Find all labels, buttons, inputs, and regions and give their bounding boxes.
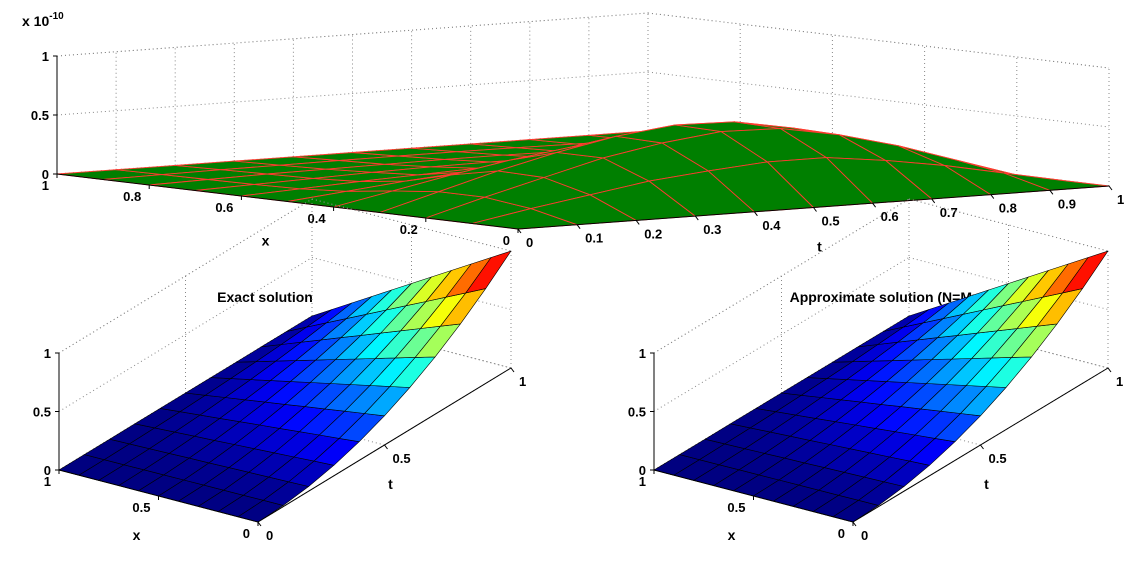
t-tick-mark [1049,190,1054,195]
t-tick-mark [576,224,581,229]
t-tick-mark [510,367,515,373]
t-axis-label: t [984,476,989,492]
x-tick-label: 0.8 [123,189,141,204]
z-tick-label: 1 [42,49,49,64]
t-tick-mark [694,215,699,221]
t-tick-mark [990,194,995,199]
t-tick-mark [813,207,817,212]
t-tick-mark [635,220,640,225]
x-tick-label: 0.4 [308,211,327,226]
t-tick-mark [754,211,758,217]
t-tick-label: 0.8 [999,201,1017,216]
approximate-solution-title: Approximate solution (N=M=10) [790,289,1001,305]
surface-patch [1062,250,1109,294]
t-tick-mark [1108,185,1113,191]
surface [58,250,512,523]
t-tick-label: 0.5 [989,451,1007,466]
t-tick-mark [517,228,522,234]
z-tick-label: 1 [44,346,51,361]
t-axis-label: t [817,239,822,255]
x-tick-label: 1 [639,474,646,489]
error-surface-plot: x 10-10 00.20.40.60.810 0.1 0.2 0.3 0.4 0.5 0.… [22,11,1124,255]
t-tick-label: 0.7 [940,205,958,220]
z-tick-label: 0.5 [31,108,49,123]
z-tick-label: 0 [42,167,49,182]
x-axis-label: x [262,233,270,249]
t-tick-label: 0.4 [762,218,781,233]
t-tick-label: 0 [266,528,273,543]
x-axis-line [56,173,519,230]
z-tick-label: 0 [44,463,51,478]
t-tick-label: 0.9 [1058,196,1076,211]
t-axis-label: t [388,476,393,492]
z-tick-label: 1 [639,346,646,361]
t-tick-label: 0.5 [393,451,411,466]
surface [653,250,1109,523]
tick-labels: 00.20.40.60.810 0.1 0.2 0.3 0.4 0.5 0.6 0.7 0.8 0… [31,49,1124,250]
surface-patch [465,250,512,294]
t-tick-label: 1 [1117,192,1124,207]
t-tick-label: 0.6 [881,209,899,224]
x-tick-label: 0.5 [132,500,150,515]
t-tick-mark [852,521,857,527]
z-tick-label: 0.5 [628,405,646,420]
t-tick-label: 1 [1116,374,1123,389]
x-tick-label: 0.5 [727,500,745,515]
t-tick-label: 1 [519,374,526,389]
t-tick-mark [1107,367,1112,373]
t-tick-label: 0.1 [585,231,603,246]
t-tick-mark [931,198,936,204]
approximate-solution-plot: Approximate solution (N=M=10) 00.5100.51… [628,198,1123,543]
x-tick-label: 0 [243,526,250,541]
t-tick-mark [257,521,262,527]
z-exponent-label: x 10-10 [22,11,64,29]
t-tick-label: 0 [861,528,868,543]
t-tick-label: 0.3 [703,222,721,237]
x-axis-label: x [133,527,141,543]
x-tick-label: 0 [503,233,510,248]
t-tick-mark [384,444,388,450]
t-tick-label: 0 [526,235,533,250]
x-axis-label: x [728,527,736,543]
x-tick-label: 0.6 [215,200,233,215]
t-tick-mark [980,444,984,450]
x-tick-label: 1 [42,178,49,193]
t-tick-label: 0.2 [644,226,662,241]
z-tick-label: 0.5 [33,405,51,420]
surface [56,121,1110,230]
exact-solution-title: Exact solution [217,289,313,305]
t-tick-label: 0.5 [822,214,840,229]
x-tick-label: 1 [44,474,51,489]
x-tick-label: 0 [838,526,845,541]
z-tick-label: 0 [639,463,646,478]
t-tick-mark [872,202,876,208]
